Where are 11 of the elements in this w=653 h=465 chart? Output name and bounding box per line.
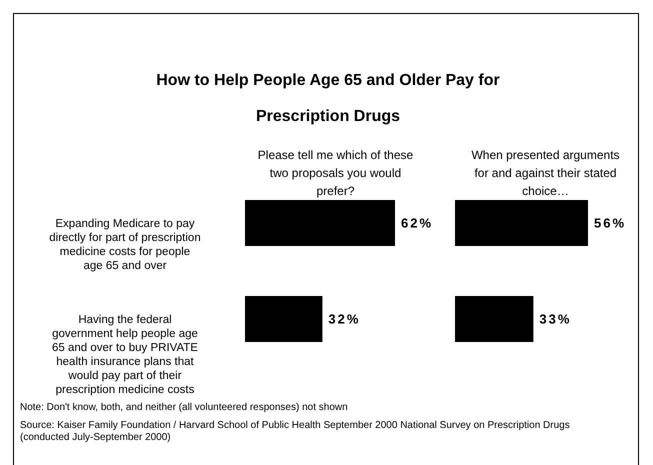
annotation: Note: Don't know, both, and neither (all volunteered responses) not shown <box>20 402 349 414</box>
data-label: 33% <box>539 312 572 326</box>
data-label: 56% <box>594 216 626 230</box>
chart-subtitle: When presented arguments for and against their stated choice… <box>470 147 621 200</box>
y-tick-label: Expanding Medicare to pay directly for part of prescription medicine costs for people age 65 and over <box>49 218 201 272</box>
y-tick-label: Having the federal government help people age 65 and over to buy PRIVATE health insurance plans that would pay part of their prescription medicine costs <box>52 314 198 396</box>
chart-subtitle: Please tell me which of these two proposals you would prefer? <box>256 147 414 200</box>
source-note: Source: Kaiser Family Foundation / Harvard School of Public Health September 2000 National Survey on Prescription Drugs (conducted July-September 2000) <box>20 420 571 444</box>
data-label: 32% <box>328 312 360 326</box>
chart-title: How to Help People Age 65 and Older Pay for Prescription Drugs <box>155 71 501 127</box>
data-label: 62% <box>401 216 434 230</box>
